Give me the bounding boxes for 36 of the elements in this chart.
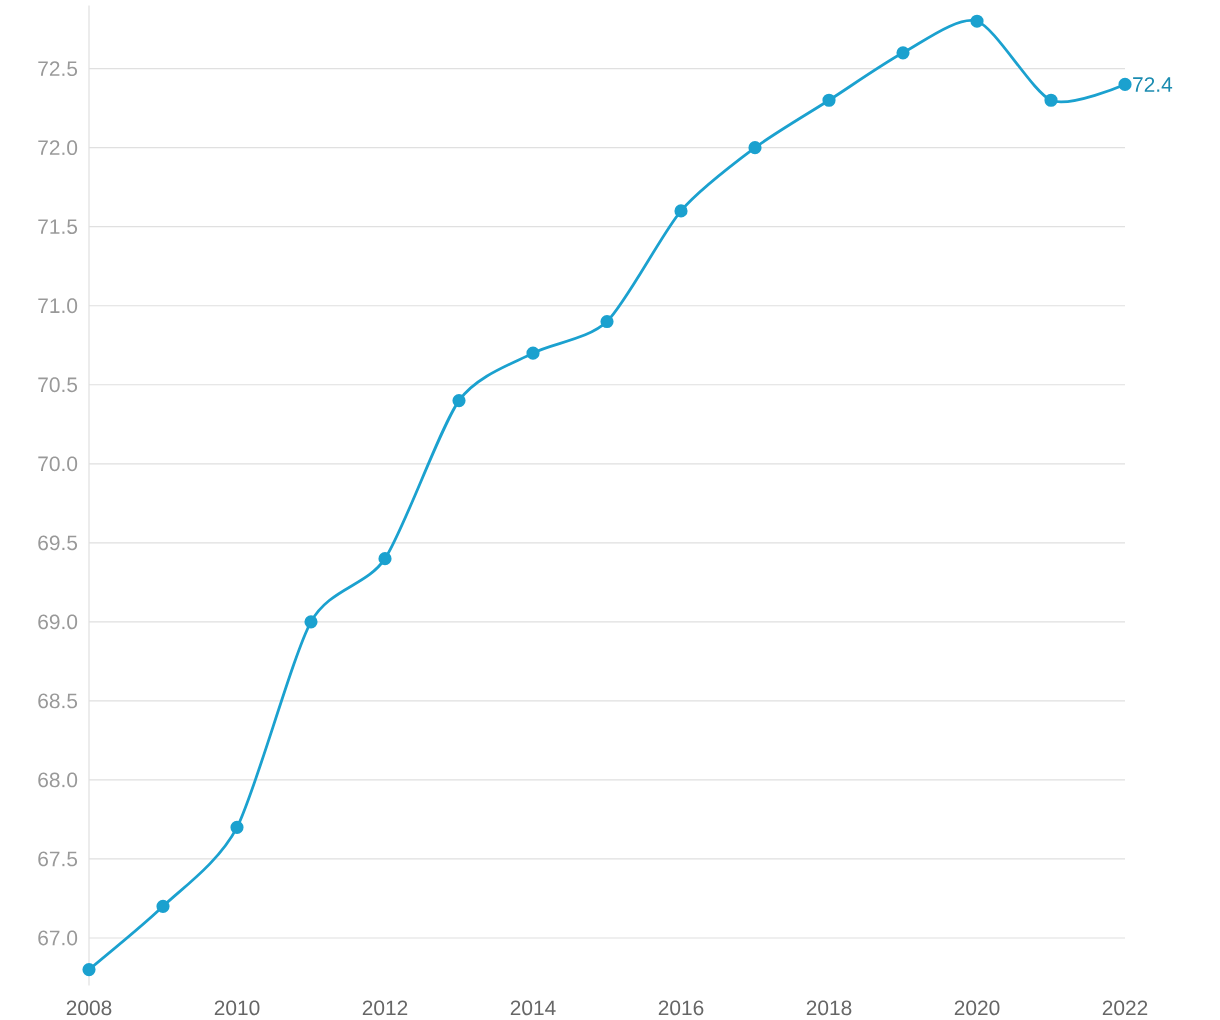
x-tick-label: 2022 xyxy=(1102,1000,1148,1016)
point xyxy=(896,46,910,60)
point xyxy=(452,393,466,408)
y-tick-label: 71.5 xyxy=(38,219,78,235)
x-tick-label: 2016 xyxy=(658,1000,704,1016)
point xyxy=(674,204,688,218)
x-tick-label: 2010 xyxy=(214,1000,260,1016)
y-tick-label: 67.0 xyxy=(38,930,78,946)
y-tick-label: 72.5 xyxy=(38,61,78,77)
point xyxy=(526,346,540,360)
point xyxy=(600,314,614,329)
point xyxy=(304,615,318,629)
y-tick-label: 71.0 xyxy=(38,298,78,314)
point xyxy=(1044,93,1058,107)
point xyxy=(748,141,762,155)
point xyxy=(970,14,984,28)
x-tick-label: 2020 xyxy=(954,1000,1000,1016)
y-tick-label: 69.0 xyxy=(38,614,78,630)
data-label: 72.4 xyxy=(1133,77,1173,92)
point xyxy=(822,93,836,107)
x-tick-label: 2012 xyxy=(362,1000,408,1016)
y-tick-label: 69.5 xyxy=(38,535,78,551)
point xyxy=(1118,77,1132,92)
x-tick-label: 2018 xyxy=(806,1000,852,1016)
y-tick-label: 70.0 xyxy=(38,456,78,472)
x-tick-label: 2014 xyxy=(510,1000,556,1016)
x-tick-label: 2008 xyxy=(66,1000,112,1016)
y-tick-label: 67.5 xyxy=(38,851,78,867)
point xyxy=(230,820,244,834)
y-tick-label: 72.0 xyxy=(38,140,78,156)
point xyxy=(378,552,392,566)
y-tick-label: 68.0 xyxy=(38,772,78,788)
y-tick-label: 68.5 xyxy=(38,693,78,709)
point xyxy=(82,963,96,977)
y-tick-label: 70.5 xyxy=(38,377,78,393)
point xyxy=(156,899,170,913)
